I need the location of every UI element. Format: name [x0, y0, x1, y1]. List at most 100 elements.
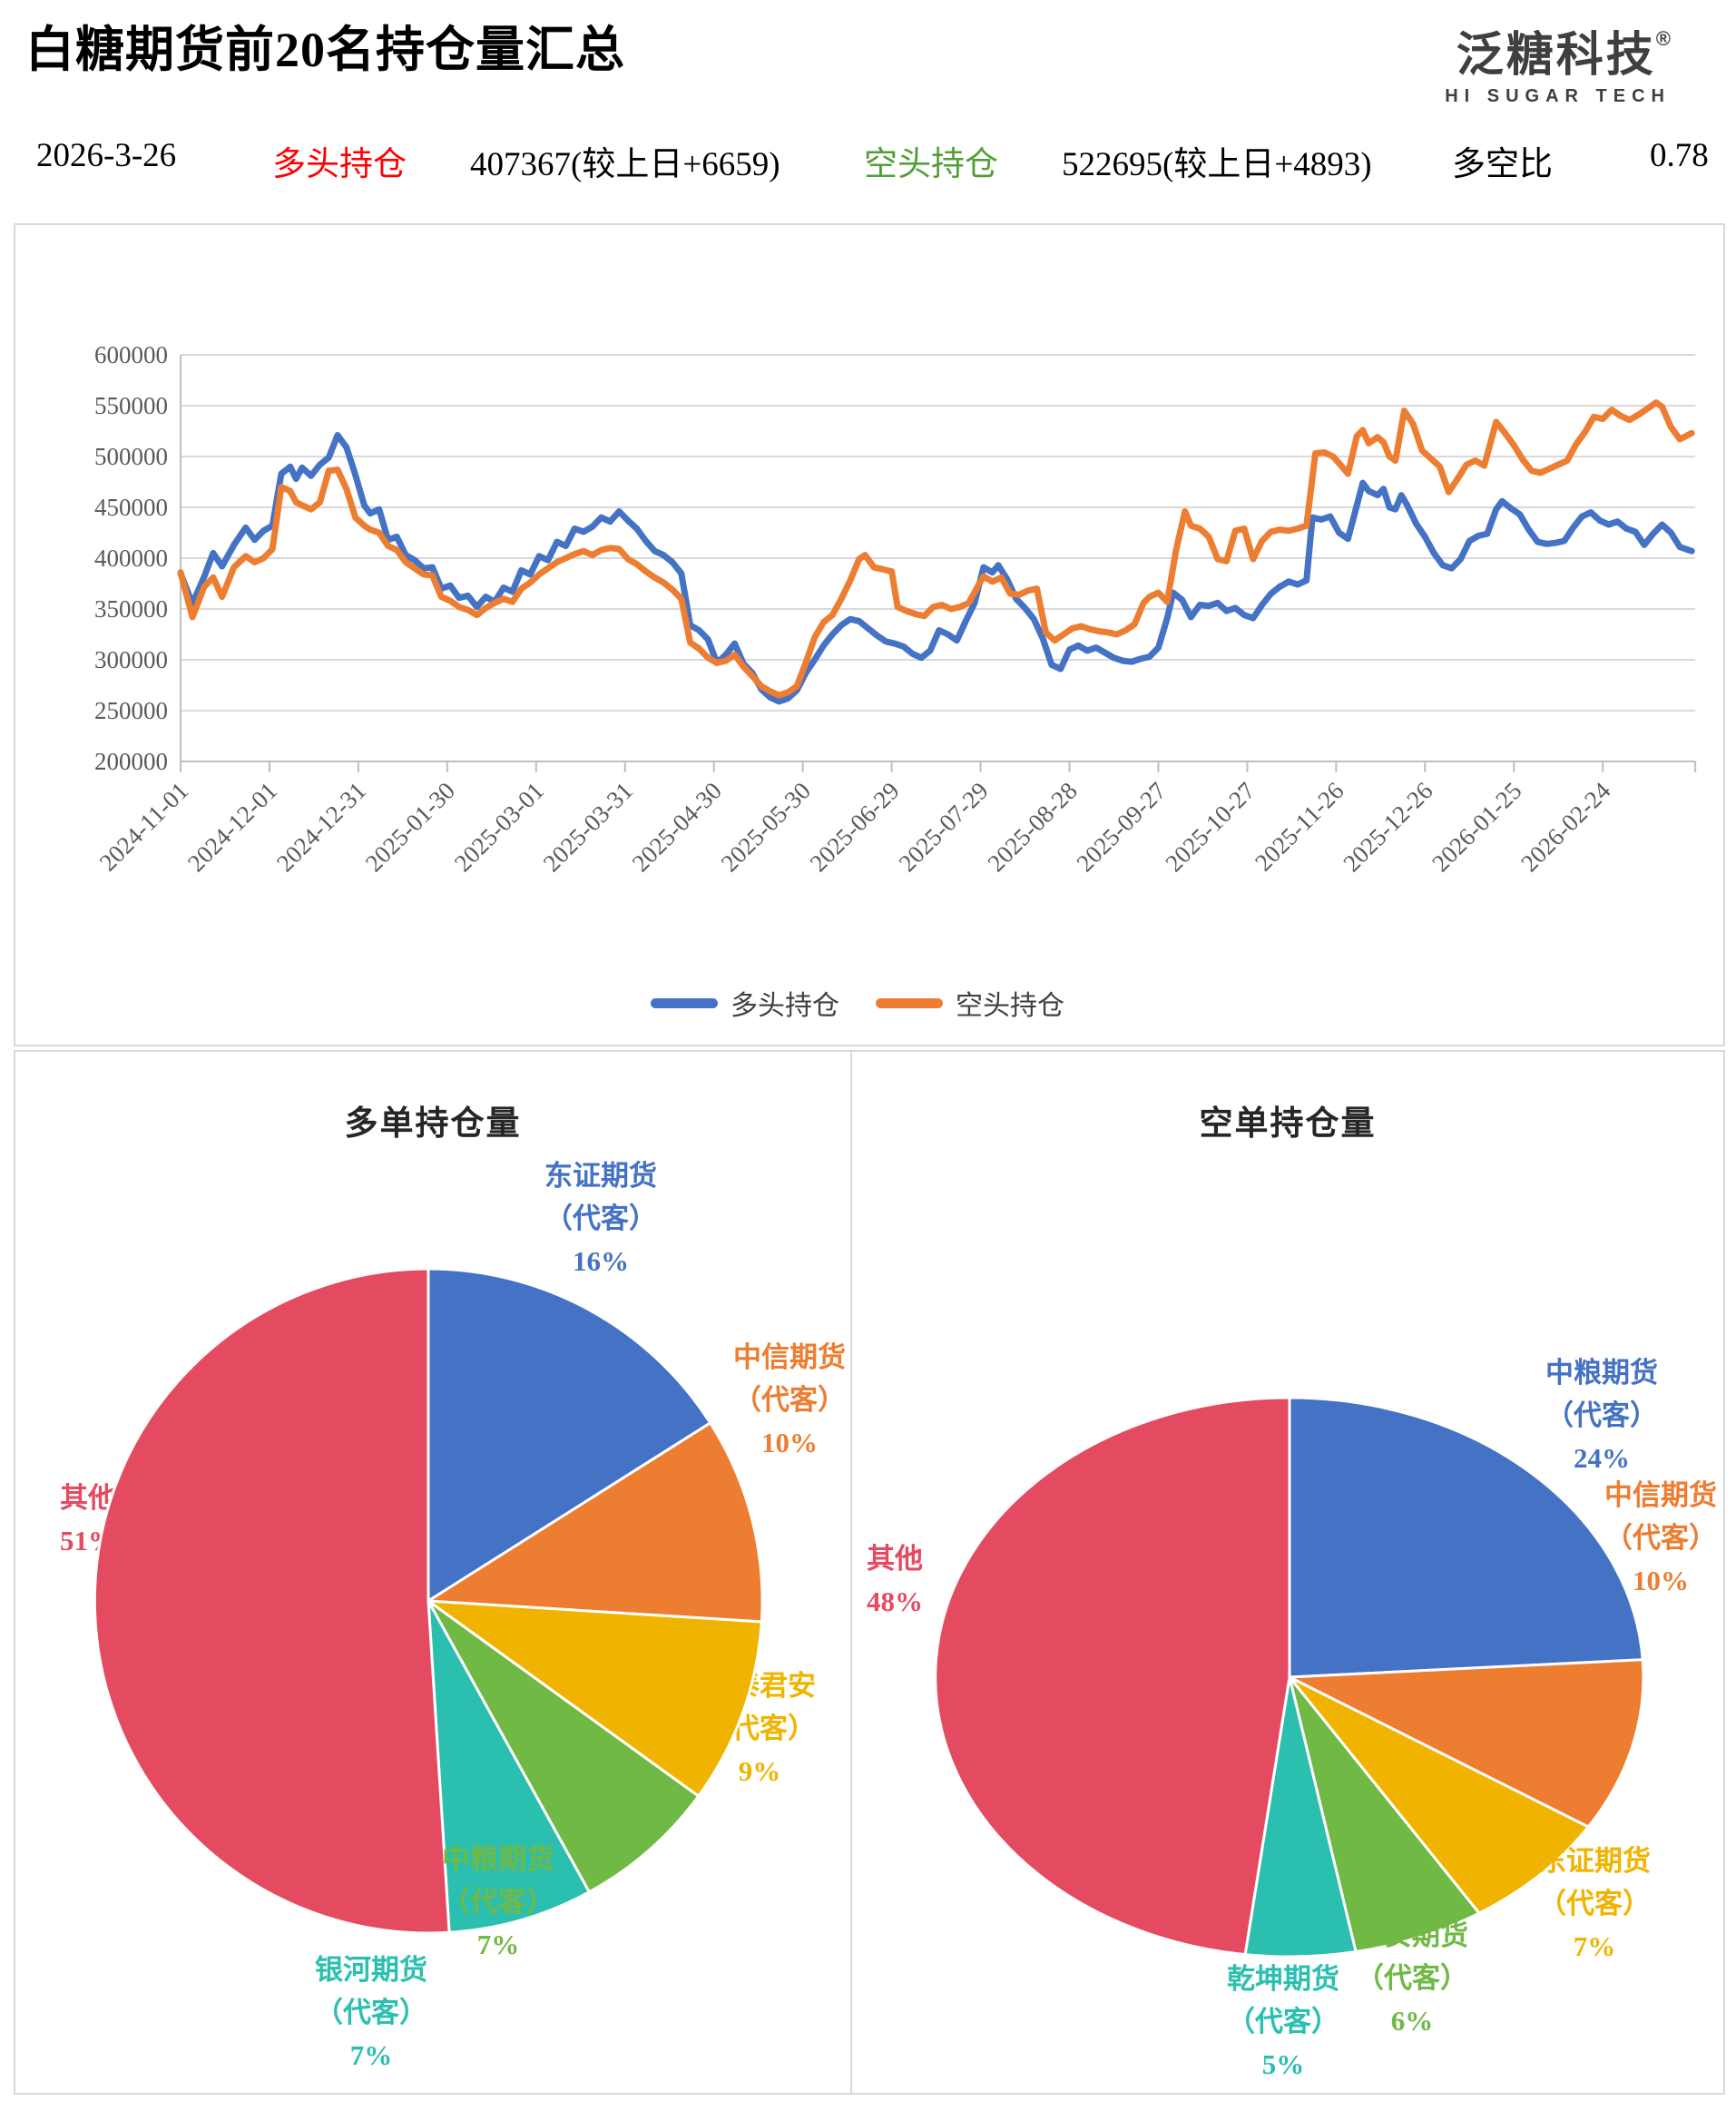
pie-slice-中粮期货 — [1288, 1396, 1644, 1679]
pie-label-line: 其他 — [867, 1543, 923, 1575]
pie-label-line: 永安期货 — [1356, 1919, 1468, 1951]
y-tick-label: 500000 — [94, 443, 168, 470]
pie-slice-永安期货 — [1288, 1675, 1481, 1953]
pie-slice-其他 — [93, 1267, 451, 1935]
x-tick-label: 2024-12-01 — [182, 777, 282, 877]
y-tick-label: 400000 — [94, 545, 168, 572]
pie-label-乾坤期货: 乾坤期货 （代客） 5% — [1227, 1958, 1339, 2086]
registered-trademark-icon: ® — [1655, 27, 1671, 50]
x-tick-label: 2025-01-30 — [360, 777, 460, 877]
brand-logo-cn: 泛糖科技® — [1456, 27, 1671, 82]
pie-label-中信期货: 中信期货 （代客） 10% — [1604, 1474, 1717, 1602]
pie-label-line: 乾坤期货 — [1227, 1963, 1339, 1995]
pie-label-line: 5% — [1261, 2048, 1305, 2080]
pie-label-东证期货: 东证期货 （代客） 16% — [544, 1154, 657, 1282]
pie-label-line: 10% — [761, 1427, 818, 1458]
long-pie-panel: 多单持仓量 国泰君安 （代客） 9% 其他 51% 东证期货 （代客） 16% 中信期货 （代客… — [14, 1050, 852, 2095]
pie-slice-东证期货 — [1288, 1675, 1590, 1915]
x-tick-label: 2026-01-25 — [1427, 777, 1526, 877]
long-pie-title: 多单持仓量 — [344, 1105, 522, 1143]
x-tick-label: 2025-11-26 — [1250, 777, 1349, 877]
pie-slice-国泰君安 — [427, 1599, 763, 1798]
pie-label-line: 10% — [1633, 1565, 1689, 1596]
series-line-short — [177, 399, 1695, 699]
pie-label-中粮期货: 中粮期货 （代客） 24% — [1545, 1351, 1658, 1479]
pie-label-东证期货: 东证期货 （代客） 7% — [1538, 1840, 1651, 1968]
line-chart-panel: 600000 550000 500000 450000 400000 350000 3000… — [14, 223, 1725, 1046]
legend-label-long: 多头持仓 — [731, 991, 839, 1021]
pie-label-line: 24% — [1574, 1442, 1630, 1474]
pie-slice-中粮期货 — [427, 1599, 701, 1894]
pie-label-line: 6% — [1390, 2005, 1434, 2037]
pie-slice-东证期货 — [427, 1267, 712, 1603]
pie-label-line: （代客） — [442, 1886, 554, 1918]
short-pie-title: 空单持仓量 — [1199, 1105, 1377, 1143]
pie-label-其他: 其他 48% — [867, 1537, 923, 1623]
x-tick-label: 2026-02-24 — [1515, 777, 1616, 878]
brand-logo-en: HI SUGAR TECH — [1445, 86, 1671, 106]
pie-label-line: （代客） — [1604, 1522, 1717, 1554]
pie-slice-中信期货 — [1288, 1658, 1645, 1829]
y-tick-label: 600000 — [94, 341, 168, 368]
series-line-long — [177, 432, 1695, 705]
x-tick-label: 2025-08-28 — [982, 777, 1082, 877]
report-date: 2026-3-26 — [36, 137, 177, 174]
long-pie-labels-over: 东证期货 （代客） 16% 中信期货 （代客） 10% 中粮期货 （代客） 7% 银河期货 （代客）… — [15, 1052, 850, 2093]
y-tick-label: 300000 — [94, 646, 168, 673]
pie-slice-其他 — [934, 1396, 1291, 1957]
pie-label-line: 银河期货 — [315, 1954, 427, 1986]
long-short-ratio-label: 多空比 — [1452, 146, 1553, 183]
pie-label-中粮期货: 中粮期货 （代客） 7% — [442, 1838, 554, 1966]
pie-label-永安期货: 永安期货 （代客） 6% — [1356, 1914, 1468, 2042]
x-tick-label: 2024-11-01 — [94, 777, 194, 877]
x-tick-label: 2025-06-29 — [805, 777, 905, 877]
pie-label-line: （代客） — [544, 1203, 657, 1234]
y-tick-label: 200000 — [94, 748, 168, 775]
x-tick-label: 2025-09-27 — [1071, 777, 1171, 877]
x-tick-label: 2025-03-31 — [538, 777, 638, 877]
pie-label-line: （代客） — [1227, 2006, 1339, 2037]
pie-label-line: （代客） — [733, 1384, 846, 1416]
y-tick-label: 550000 — [94, 392, 168, 419]
pie-label-line: 中粮期货 — [442, 1843, 554, 1875]
summary-stats-row: 2026-3-26 多头持仓 407367(较上日+6659) 空头持仓 522… — [0, 136, 1736, 191]
pie-label-line: 中粮期货 — [1545, 1357, 1658, 1389]
page-title: 白糖期货前20名持仓量汇总 — [25, 23, 625, 77]
long-short-ratio-value: 0.78 — [1650, 137, 1709, 174]
y-tick-label: 350000 — [94, 595, 168, 623]
pie-slice-中信期货 — [427, 1421, 764, 1624]
short-pie-chart — [934, 1396, 1645, 1959]
legend-swatch-short — [876, 997, 943, 1008]
long-position-label: 多头持仓 — [272, 146, 407, 183]
short-position-value: 522695(较上日+4893) — [1062, 146, 1372, 183]
pie-label-line: （代客） — [1545, 1399, 1658, 1431]
pie-label-line: （代客） — [1538, 1888, 1651, 1919]
legend-swatch-long — [651, 997, 718, 1008]
pie-label-line: 东证期货 — [1538, 1845, 1651, 1877]
x-tick-label: 2025-12-26 — [1338, 777, 1437, 877]
y-tick-label: 250000 — [94, 697, 168, 724]
pie-label-line: 7% — [349, 2039, 393, 2071]
x-tick-label: 2025-05-30 — [716, 777, 816, 877]
long-pie-chart — [93, 1267, 764, 1935]
pie-label-line: （代客） — [315, 1997, 427, 2028]
short-pie-labels-under: 中信期货 （代客） 10% — [852, 1052, 1723, 2093]
pie-label-中信期货: 中信期货 （代客） 10% — [733, 1336, 846, 1464]
short-pie-panel: 空单持仓量 中信期货 （代客） 10% 中粮期货 （代客） 24% 东证期货 （代客） 7% 永… — [852, 1050, 1725, 2095]
pie-label-line: 16% — [573, 1245, 629, 1277]
long-position-value: 407367(较上日+6659) — [470, 146, 780, 183]
pie-label-line: 中信期货 — [733, 1341, 846, 1373]
brand-logo: 泛糖科技® HI SUGAR TECH — [1445, 16, 1671, 107]
short-pie-labels-over: 中粮期货 （代客） 24% 东证期货 （代客） 7% 永安期货 （代客） 6% 乾坤期货 （代客） 5… — [852, 1052, 1723, 2093]
legend-label-short: 空头持仓 — [956, 991, 1064, 1021]
pie-label-银河期货: 银河期货 （代客） 7% — [315, 1949, 427, 2076]
x-tick-label: 2025-07-29 — [893, 777, 993, 877]
pie-label-line: 中信期货 — [1604, 1479, 1717, 1511]
pie-label-line: 48% — [867, 1586, 923, 1617]
positions-line-chart: 600000 550000 500000 450000 400000 350000 3000… — [94, 341, 1697, 878]
x-tick-label: 2025-10-27 — [1160, 777, 1260, 877]
pie-label-line: 7% — [476, 1929, 520, 1960]
x-tick-label: 2025-03-01 — [449, 777, 549, 877]
chart-legend: 多头持仓 空头持仓 — [15, 983, 1723, 1023]
y-tick-label: 450000 — [94, 494, 168, 521]
